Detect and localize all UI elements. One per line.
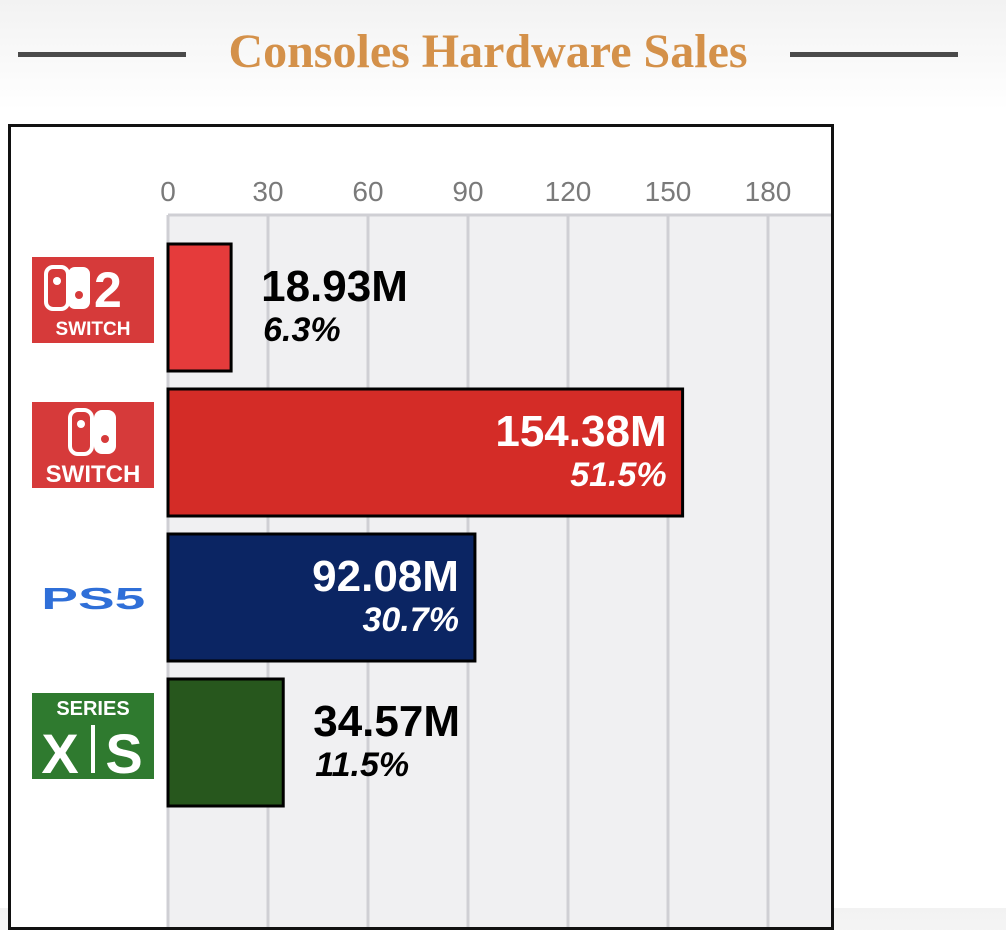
ps5-logo-icon: PS5 xyxy=(32,570,154,656)
bar-share-label-1: 51.5% xyxy=(570,456,666,494)
bar-share-label-2: 30.7% xyxy=(363,601,459,639)
bar-value-label-1: 154.38M xyxy=(495,407,666,456)
title-rule-right xyxy=(790,52,958,57)
chart-panel: 0 30 60 90 120 150 180 18.93M 6.3% 154.38M 51.5% 92… xyxy=(8,124,834,930)
xbox-series-logo-icon: SERIES X S xyxy=(32,693,154,785)
chart-title: Consoles Hardware Sales xyxy=(228,25,748,78)
chart-title-bar: Consoles Hardware Sales xyxy=(0,20,1006,90)
x-tick-label-120: 120 xyxy=(545,176,592,207)
title-rule-left xyxy=(18,52,186,57)
x-tick-label-30: 30 xyxy=(252,176,283,207)
ps5-logo-text: PS5 xyxy=(41,582,145,616)
switch-2-logo-icon: 2 SWITCH xyxy=(32,257,154,343)
bar-value-label-2: 92.08M xyxy=(312,552,459,601)
switch-logo-icon: SWITCH xyxy=(32,402,154,488)
x-tick-label-180: 180 xyxy=(745,176,792,207)
xbox-logo-x: X xyxy=(41,722,78,779)
x-tick-label-90: 90 xyxy=(452,176,483,207)
x-tick-label-60: 60 xyxy=(352,176,383,207)
switch-2-logo-text: SWITCH xyxy=(56,319,131,340)
xbox-logo-s: S xyxy=(105,722,142,779)
x-tick-label-0: 0 xyxy=(160,176,176,207)
switch-logo-text: SWITCH xyxy=(46,461,141,488)
xbox-logo-top-text: SERIES xyxy=(56,698,129,720)
bar-0 xyxy=(166,242,233,373)
switch-2-logo-number: 2 xyxy=(94,262,122,318)
bar-value-label-0: 18.93M xyxy=(261,262,408,311)
bar-value-label-3: 34.57M xyxy=(313,697,460,746)
x-tick-label-150: 150 xyxy=(645,176,692,207)
bar-2 xyxy=(166,532,477,663)
bar-3 xyxy=(166,677,285,808)
bar-share-label-3: 11.5% xyxy=(315,746,409,784)
bar-share-label-0: 6.3% xyxy=(263,311,341,349)
bar-1 xyxy=(166,387,685,518)
